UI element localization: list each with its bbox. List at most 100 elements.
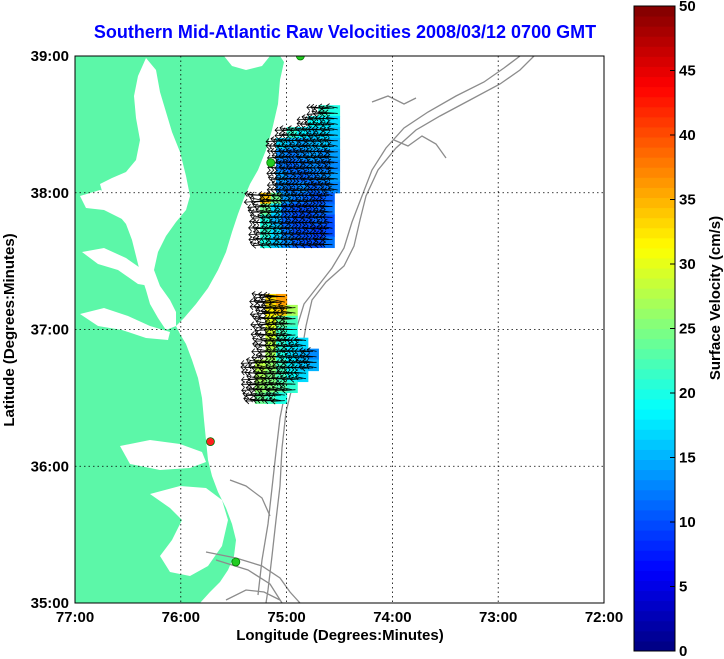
velocity-cell — [281, 192, 293, 205]
velocity-vector-head — [294, 224, 299, 232]
velocity-vector-head — [279, 313, 284, 320]
velocity-cell — [286, 337, 298, 350]
velocity-vector-head — [318, 137, 323, 145]
velocity-vector-head — [248, 363, 253, 370]
colorbar-strip — [634, 469, 675, 481]
velocity-vector-head — [255, 385, 260, 393]
velocity-vector — [302, 116, 314, 120]
colorbar-strip — [634, 197, 675, 209]
velocity-vector — [272, 400, 285, 402]
velocity-vector — [282, 167, 292, 170]
velocity-vector — [310, 162, 321, 164]
velocity-vector-head — [289, 141, 293, 148]
velocity-cell — [286, 370, 298, 383]
velocity-cell — [323, 203, 335, 216]
velocity-vector — [250, 392, 264, 396]
velocity-vector — [277, 370, 289, 374]
velocity-vector — [272, 343, 285, 347]
velocity-vector — [272, 195, 284, 197]
velocity-vector-head — [285, 147, 290, 154]
velocity-vector-head — [247, 207, 252, 214]
velocity-vector-head — [271, 319, 276, 326]
velocity-vector-head — [265, 213, 270, 219]
colorbar-strip — [634, 640, 675, 652]
velocity-vector-head — [290, 336, 294, 344]
velocity-cell — [302, 214, 314, 227]
velocity-vector-head — [295, 141, 300, 148]
velocity-vector-head — [259, 324, 264, 331]
velocity-vector-head — [275, 343, 280, 350]
y-axis-label: Latitude (Degrees:Minutes) — [1, 233, 18, 426]
x-tick-label: 73:00 — [479, 609, 517, 626]
velocity-vector — [267, 184, 278, 186]
velocity-vector — [268, 394, 282, 397]
velocity-vector-head — [255, 230, 260, 238]
velocity-vector — [324, 166, 335, 169]
velocity-vector-head — [252, 294, 257, 301]
velocity-vector — [287, 199, 298, 202]
colorbar-strip — [634, 570, 675, 581]
velocity-vector-head — [306, 104, 311, 111]
velocity-vector-head — [260, 396, 265, 403]
velocity-vector-head — [286, 131, 291, 139]
velocity-vector-head — [295, 202, 300, 209]
velocity-vector-head — [305, 154, 310, 161]
velocity-cell — [276, 348, 288, 361]
velocity-cell — [318, 127, 330, 139]
velocity-vector-head — [294, 241, 299, 249]
colorbar-strip — [634, 36, 675, 47]
velocity-vector-head — [241, 368, 246, 376]
velocity-vector-head — [299, 175, 304, 182]
velocity-vector-head — [262, 299, 267, 307]
velocity-vector-head — [304, 235, 309, 243]
velocity-vector-head — [319, 165, 324, 172]
velocity-vector-head — [268, 142, 273, 150]
velocity-vector-head — [249, 240, 254, 247]
velocity-vector-head — [288, 202, 293, 209]
velocity-vector-head — [270, 314, 275, 321]
velocity-vector-head — [312, 148, 317, 155]
velocity-vector-head — [322, 143, 327, 150]
velocity-vector-head — [288, 357, 293, 364]
colorbar-strip — [634, 630, 675, 642]
velocity-vector-head — [313, 104, 318, 112]
velocity-cell — [286, 381, 298, 394]
velocity-vector — [326, 117, 338, 120]
velocity-vector-head — [295, 175, 300, 183]
velocity-vector-head — [261, 192, 265, 200]
y-tick-label: 39:00 — [31, 48, 69, 65]
velocity-cell — [270, 236, 282, 249]
velocity-cell — [286, 326, 298, 339]
velocity-vector-head — [255, 225, 260, 232]
velocity-cell — [328, 170, 341, 183]
velocity-vector — [288, 237, 298, 240]
velocity-vector-head — [314, 209, 319, 216]
velocity-vector — [250, 214, 262, 218]
colorbar-strip — [634, 6, 675, 17]
velocity-vector-head — [278, 197, 283, 204]
velocity-vector-head — [253, 229, 257, 236]
velocity-vector — [280, 386, 292, 391]
velocity-vector-head — [278, 159, 283, 167]
colorbar-tick-label: 30 — [679, 256, 696, 273]
velocity-vector-head — [268, 379, 272, 386]
velocity-cell — [265, 326, 277, 339]
velocity-vector-head — [264, 330, 269, 337]
velocity-cell — [323, 236, 335, 249]
velocity-cell — [297, 159, 309, 172]
colorbar-tick-label: 45 — [679, 63, 696, 80]
velocity-vector-head — [252, 234, 257, 242]
velocity-cell — [323, 214, 335, 227]
velocity-vector-head — [306, 240, 310, 247]
colorbar-strip — [634, 399, 675, 410]
velocity-vector-head — [290, 208, 295, 215]
velocity-vector-head — [323, 224, 328, 231]
velocity-vector-head — [270, 381, 275, 388]
velocity-vector-head — [301, 159, 306, 167]
velocity-vector-head — [312, 154, 317, 161]
velocity-vector-head — [308, 241, 313, 249]
velocity-vector — [323, 193, 333, 196]
velocity-vector-head — [273, 169, 278, 177]
velocity-vector-head — [301, 219, 306, 226]
velocity-cell — [307, 348, 319, 361]
